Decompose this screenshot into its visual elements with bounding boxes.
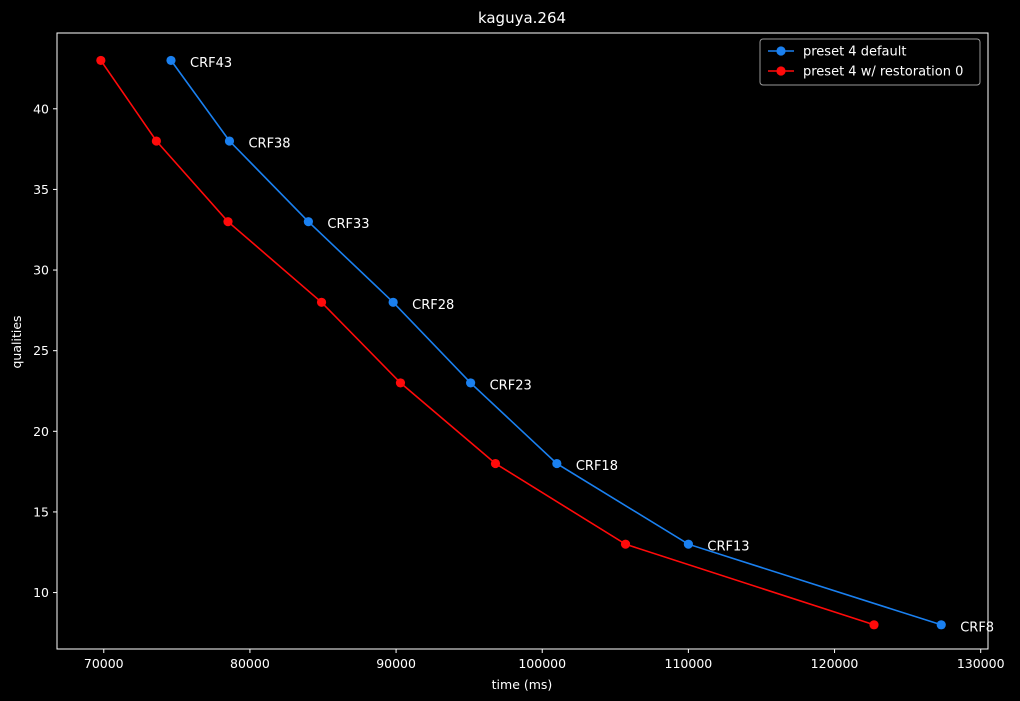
series-2-point xyxy=(151,136,161,146)
x-axis-label: time (ms) xyxy=(492,677,553,692)
series-line-2 xyxy=(100,59,875,626)
crf-annotation: CRF38 xyxy=(248,137,290,152)
series-2-point xyxy=(316,297,327,307)
series-2-point xyxy=(869,620,879,630)
legend-box xyxy=(759,38,981,86)
x-tick-label: 80000 xyxy=(230,656,270,671)
x-tick-label: 70000 xyxy=(84,656,124,671)
legend-label-2: preset 4 w/ restoration 0 xyxy=(803,65,963,80)
y-tick-label: 40 xyxy=(33,101,49,116)
series-2-point xyxy=(395,378,406,388)
legend: preset 4 default preset 4 w/ restoration … xyxy=(759,38,981,86)
legend-marker-2 xyxy=(776,66,786,76)
y-tick-label: 20 xyxy=(33,424,49,439)
series-2-point xyxy=(620,539,631,549)
x-tick-label: 130000 xyxy=(957,656,1005,671)
series-2-point xyxy=(490,458,501,469)
y-tick-label: 30 xyxy=(33,263,49,278)
series-1-point xyxy=(303,217,313,227)
series-1-point xyxy=(224,136,235,146)
series-1-point xyxy=(166,55,176,66)
series-1-point xyxy=(683,539,693,549)
series-2-point xyxy=(96,55,106,66)
series-1-point xyxy=(466,378,476,388)
x-tick-label: 110000 xyxy=(665,656,713,671)
series-1-point xyxy=(936,620,946,630)
crf-annotation: CRF43 xyxy=(190,56,232,71)
crf-annotation: CRF13 xyxy=(707,540,749,555)
chart-title: kaguya.264 xyxy=(478,9,566,27)
y-tick-label: 15 xyxy=(33,504,49,519)
legend-label-1: preset 4 default xyxy=(803,45,906,60)
y-tick-label: 10 xyxy=(33,585,49,600)
x-tick-label: 90000 xyxy=(376,656,416,671)
crf-annotation: CRF23 xyxy=(490,378,532,393)
crf-annotation: CRF33 xyxy=(327,217,369,232)
x-tick-label: 100000 xyxy=(518,656,566,671)
series-1-point xyxy=(552,458,562,469)
legend-marker-1 xyxy=(776,46,786,56)
y-tick-label: 35 xyxy=(33,182,49,197)
series-2-point xyxy=(223,217,233,227)
plot-frame xyxy=(56,32,989,650)
y-tick-label: 25 xyxy=(33,343,49,358)
plot-area: 70000 80000 90000 100000 110000 120000 130000 1… xyxy=(33,32,1005,671)
series-line-1 xyxy=(170,59,942,626)
x-tick-label: 120000 xyxy=(811,656,859,671)
y-axis-label: qualities xyxy=(9,315,24,368)
crf-annotation: CRF28 xyxy=(412,298,454,313)
crf-annotation: CRF8 xyxy=(960,620,994,635)
crf-annotation: CRF18 xyxy=(576,459,618,474)
series-1-point xyxy=(388,297,398,307)
